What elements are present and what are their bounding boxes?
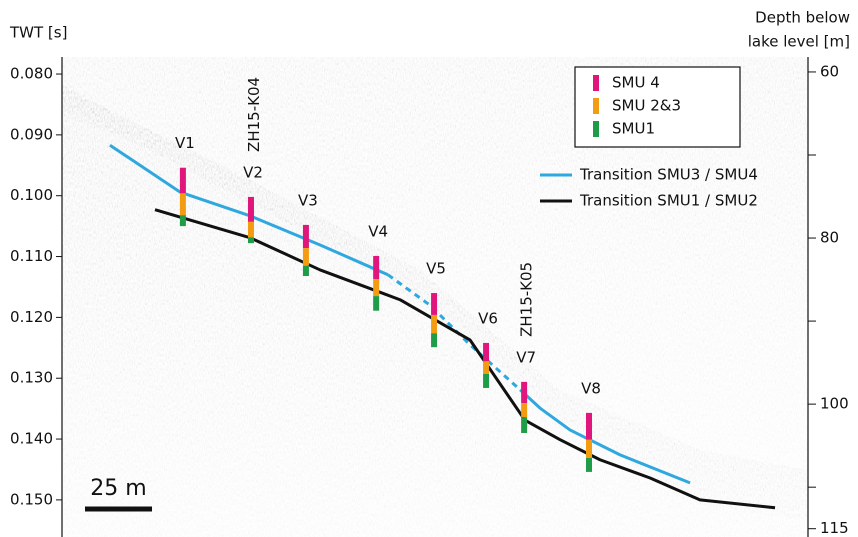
unit-bar (585, 412, 592, 440)
legend-label: SMU1 (612, 120, 655, 138)
unit-bar (247, 237, 254, 244)
unit-bar (431, 293, 438, 315)
legend-swatch (593, 75, 599, 91)
unit-bar (521, 381, 528, 404)
unit-bar (431, 333, 438, 348)
scale-bar-label: 25 m (90, 476, 146, 501)
legend-label: SMU 2&3 (612, 97, 681, 115)
unit-bar (521, 417, 528, 433)
column-label: V6 (478, 309, 498, 327)
y2-tick-label: 80 (820, 229, 839, 247)
column-label: V7 (516, 348, 536, 366)
column-label: V8 (581, 379, 601, 397)
legend-box (574, 66, 741, 148)
y2-tick-label: 115 (820, 519, 849, 537)
legend-label: Transition SMU3 / SMU4 (579, 166, 758, 184)
y2-axis-title: Depth below (755, 9, 850, 27)
y2-tick-label: 100 (820, 395, 849, 413)
y-tick-label: 0.120 (10, 308, 53, 326)
y2-axis-title: lake level [m] (748, 33, 850, 51)
unit-bar (521, 403, 528, 418)
unit-bar (179, 167, 186, 194)
unit-bar (247, 221, 254, 238)
column-label: V5 (426, 260, 446, 278)
unit-bar (302, 248, 309, 266)
column-label: V3 (298, 191, 318, 209)
unit-bar (247, 196, 254, 222)
unit-bar (431, 314, 438, 334)
legend-label: Transition SMU1 / SMU2 (579, 192, 758, 210)
y-tick-label: 0.100 (10, 186, 53, 204)
unit-bar (302, 265, 309, 277)
unit-bar (585, 457, 592, 472)
y-tick-label: 0.150 (10, 490, 53, 508)
unit-bar (302, 224, 309, 249)
unit-bar (483, 342, 490, 362)
column-label: V2 (243, 163, 263, 181)
borehole-label: ZH15-K04 (245, 77, 263, 152)
unit-bar (179, 193, 186, 216)
y-tick-label: 0.140 (10, 430, 53, 448)
borehole-label: ZH15-K05 (518, 262, 536, 337)
legend-swatch (593, 98, 599, 114)
column-label: V4 (368, 222, 388, 240)
y-tick-label: 0.130 (10, 369, 53, 387)
unit-bar (373, 279, 380, 297)
y2-tick-label: 60 (820, 62, 839, 80)
column-label: V1 (175, 134, 195, 152)
transition-line (519, 388, 691, 485)
y-tick-label: 0.110 (10, 247, 53, 265)
unit-bar (373, 296, 380, 311)
y-axis-title: TWT [s] (9, 24, 67, 42)
unit-bar (483, 361, 490, 374)
transition-line (387, 273, 522, 391)
unit-bar (585, 439, 592, 458)
y-tick-label: 0.080 (10, 65, 53, 83)
unit-bar (373, 255, 380, 280)
legend-swatch (593, 121, 599, 137)
unit-bar (483, 373, 490, 388)
legend-label: SMU 4 (612, 74, 660, 92)
y-tick-label: 0.090 (10, 125, 53, 143)
unit-bar (179, 215, 186, 227)
